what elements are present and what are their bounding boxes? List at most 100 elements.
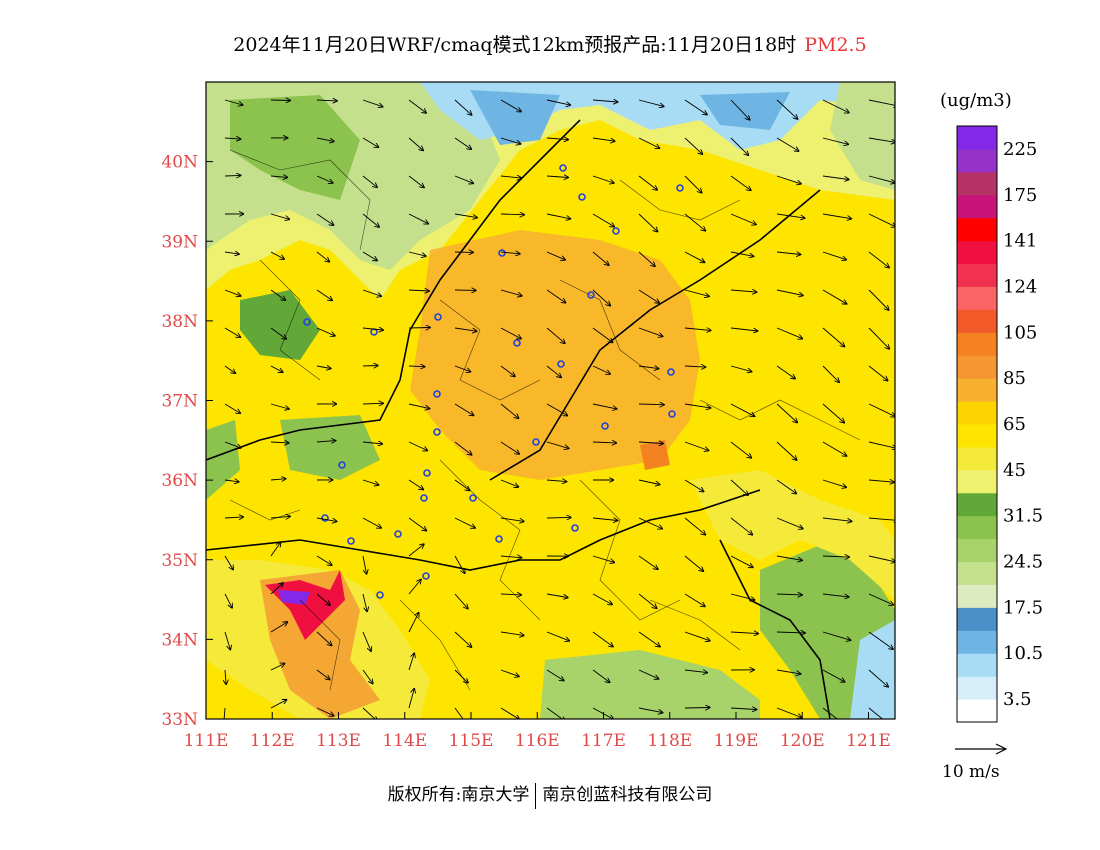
- colorbar-swatch: [957, 378, 997, 402]
- wind-arrow: [224, 555, 233, 570]
- wind-arrow: [868, 707, 884, 719]
- wind-arrow: [822, 403, 844, 423]
- wind-arrow: [776, 555, 802, 560]
- wind-arrow: [638, 631, 660, 647]
- wind-arrow: [224, 289, 241, 296]
- orange-spot: [640, 440, 670, 470]
- wind-arrow: [408, 137, 423, 150]
- colorbar-swatch: [957, 446, 997, 471]
- wind-arrow: [362, 213, 379, 227]
- wind-arrow: [592, 403, 617, 409]
- colorbar-frame: [956, 125, 998, 723]
- wind-arrow: [362, 328, 383, 330]
- wind-arrow: [408, 403, 429, 409]
- lat-tick-label: 33N: [161, 710, 198, 730]
- wind-arrow: [730, 99, 750, 120]
- colorbar-label: 85: [1003, 368, 1026, 389]
- colorbar-label: 3.5: [1003, 689, 1032, 710]
- colorbar-swatch: [957, 584, 997, 608]
- wind-arrow: [316, 366, 331, 369]
- wind-arrow: [730, 175, 751, 190]
- wind-arrow: [822, 137, 848, 144]
- colorbar-swatch: [957, 469, 997, 494]
- colorbar-swatch: [957, 171, 997, 196]
- wind-arrow: [454, 631, 471, 647]
- wind-arrow: [730, 632, 758, 634]
- wind-arrow: [592, 631, 613, 647]
- wind-arrow: [592, 175, 614, 183]
- wind-arrow: [684, 175, 702, 193]
- wind-arrow: [223, 707, 226, 719]
- green-patch-1: [230, 95, 360, 200]
- wind-arrow: [684, 213, 705, 231]
- lon-tick-label: 118E: [647, 731, 692, 751]
- colorbar-swatch: [957, 332, 997, 356]
- map-axes: 111E 112E 113E 114E 115E 116E 117E 118E 119E 120E…: [161, 153, 890, 751]
- wind-arrow: [316, 175, 333, 183]
- wind-arrow: [224, 327, 240, 337]
- wind-arrow: [270, 543, 281, 557]
- wind-arrow: [776, 594, 802, 595]
- wind-arrow: [684, 479, 704, 492]
- wind-arrow: [500, 631, 524, 635]
- wind-arrow: [730, 365, 752, 372]
- wind-arrow: [454, 479, 470, 490]
- wind-arrow: [224, 365, 235, 373]
- wind-arrow: [224, 593, 232, 608]
- colorbar-swatch: [957, 653, 997, 677]
- wind-arrow: [500, 669, 519, 676]
- colorbar-swatch: [957, 240, 997, 265]
- wind-arrow: [730, 251, 754, 256]
- wind-arrow: [822, 441, 847, 456]
- colorbar-label: 105: [1003, 322, 1037, 343]
- wind-arrow: [822, 593, 849, 597]
- wind-arrow: [776, 327, 802, 339]
- wind-arrow: [362, 517, 381, 528]
- wind-arrow: [822, 175, 849, 180]
- wind-arrow: [270, 327, 286, 339]
- colorbar-label: 65: [1003, 414, 1026, 435]
- wind-arrow: [868, 365, 888, 381]
- lat-tick-label: 37N: [161, 392, 198, 412]
- wind-arrow: [730, 137, 748, 155]
- wind-arrow: [408, 213, 428, 224]
- wind-arrow: [684, 328, 711, 330]
- colorbar-swatch: [957, 286, 997, 310]
- blue-east-sea: [850, 620, 895, 719]
- wind-arrow: [822, 289, 847, 304]
- wind-arrow: [592, 669, 610, 682]
- wind-arrow: [592, 518, 618, 521]
- wind-arrow: [868, 441, 895, 448]
- colorbar-label: 17.5: [1003, 597, 1043, 618]
- blue-patch-2: [700, 92, 790, 130]
- wind-arrow: [408, 328, 430, 329]
- wind-arrow: [454, 175, 473, 183]
- wind-arrow: [638, 175, 657, 190]
- wind-arrow: [730, 441, 751, 458]
- wind-arrow: [592, 593, 612, 605]
- wind-arrow: [316, 441, 336, 442]
- wind-arrow: [546, 99, 570, 105]
- province-boundary-3: [489, 189, 821, 481]
- wind-arrow: [776, 669, 801, 674]
- colorbar-swatch: [957, 630, 997, 654]
- wind-arrow: [638, 593, 657, 608]
- wind-arrow: [776, 99, 798, 119]
- colorbar-label: 124: [1003, 276, 1037, 297]
- wind-arrow: [408, 517, 426, 531]
- wind-arrow: [730, 555, 753, 567]
- colorbar: 3.5 10.5 17.5 24.5 31.5 45 65 85 105 124 141 175 225: [956, 125, 1043, 723]
- wind-arrow: [684, 517, 705, 535]
- footer-right: 南京创蓝科技有限公司: [542, 785, 713, 805]
- wind-arrow: [730, 479, 748, 495]
- colorbar-swatch: [957, 401, 997, 425]
- wind-arrow: [362, 669, 373, 684]
- wind-arrow: [500, 707, 519, 719]
- wind-reference-label: 10 m/s: [942, 762, 1000, 782]
- lat-tick-label: 35N: [161, 551, 198, 571]
- wind-arrow: [408, 366, 425, 367]
- wind-arrow: [546, 365, 561, 377]
- title-main: 2024年11月20日WRF/cmaq模式12km预报产品:11月20日18时: [233, 34, 797, 56]
- wind-arrow: [500, 441, 519, 454]
- wind-arrow: [454, 593, 468, 609]
